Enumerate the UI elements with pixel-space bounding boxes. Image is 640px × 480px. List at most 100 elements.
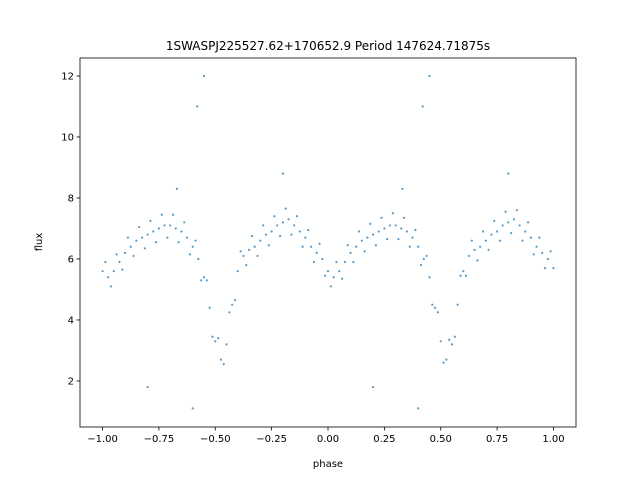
data-point [417,245,420,248]
data-point [321,257,324,261]
x-tick-label: −0.25 [256,434,287,445]
data-point [157,227,161,230]
data-point [439,340,442,343]
data-point [481,230,485,233]
data-point [112,270,115,273]
data-point [464,274,468,277]
y-tick-label: 4 [68,315,74,326]
data-point [352,260,355,264]
data-point [515,209,518,212]
data-point [163,224,166,227]
data-point [425,254,428,258]
data-point [470,239,473,242]
data-point [166,236,169,239]
data-point [405,230,409,233]
data-point [253,245,256,248]
data-point [329,285,332,288]
data-point [507,221,510,224]
data-point [231,303,234,306]
data-point [324,274,327,277]
data-point [462,270,465,273]
data-point [109,285,113,288]
data-point [371,233,375,236]
x-tick-label: 1.00 [542,434,564,445]
data-point [140,236,144,239]
data-point [273,215,276,218]
data-point [510,231,513,235]
data-point [160,213,163,216]
data-point [532,253,535,256]
data-point [267,244,270,247]
data-point [174,227,177,230]
data-point [524,230,527,233]
data-point [400,227,403,230]
data-point [450,343,454,346]
data-point [276,224,279,227]
data-point [185,236,189,239]
data-point [498,239,502,242]
data-point [287,218,290,221]
data-point [549,250,552,253]
data-point [281,172,285,175]
data-point [123,251,127,254]
data-point [363,250,366,253]
data-point [152,230,155,233]
data-point [101,270,104,273]
data-point [264,233,268,236]
chart-title: 1SWASPJ225527.62+170652.9 Period 147624.… [166,39,490,53]
data-point [301,245,304,248]
data-point [374,244,378,247]
data-point [521,239,524,242]
data-point [529,236,533,239]
data-point [445,358,448,361]
data-point [129,245,132,248]
data-point [391,212,394,215]
y-tick-label: 10 [61,132,74,143]
data-point [191,245,194,248]
data-point [349,251,352,254]
data-point [281,221,285,224]
data-point [250,234,254,238]
data-point [538,236,541,239]
data-point [366,236,369,239]
data-point [421,105,424,108]
y-axis-label: flux [34,233,45,252]
data-point [284,207,287,210]
data-point [121,268,124,271]
data-point [422,257,425,261]
data-point [183,221,186,224]
data-point [278,234,282,238]
data-point [143,247,146,250]
data-point [402,216,406,219]
data-point [169,224,172,227]
data-point [208,306,211,309]
data-point [417,407,420,410]
data-point [442,361,445,364]
data-point [346,244,349,247]
x-tick-label: −0.50 [200,434,231,445]
data-point [335,260,338,264]
data-point [138,225,141,229]
data-point [546,257,549,261]
data-point [453,335,456,338]
data-point [388,224,392,227]
data-point [188,253,192,256]
data-point [552,267,555,270]
data-point [448,338,451,341]
data-point [177,241,180,244]
data-point [219,358,223,361]
data-point [504,210,507,213]
data-point [456,303,459,306]
data-point [312,260,316,264]
x-tick-label: 0.50 [430,434,452,445]
data-point [315,251,318,254]
data-point [479,245,482,248]
data-point [216,337,220,340]
data-point [180,230,183,233]
data-point [380,216,383,219]
data-point [197,257,200,261]
data-point [473,248,476,251]
data-point [154,241,158,244]
data-point [484,239,487,242]
